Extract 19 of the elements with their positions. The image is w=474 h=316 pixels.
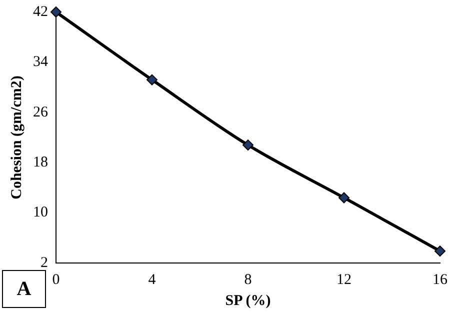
point: [146, 74, 158, 86]
x-tick-label: 16: [432, 272, 448, 288]
y-tick-label: 26: [33, 104, 48, 120]
y-tick-label: 2: [40, 254, 48, 271]
y-tick-label: 42: [33, 4, 48, 20]
y-tick-label: 18: [33, 154, 48, 171]
y-tick-label: 10: [33, 204, 48, 221]
point: [242, 140, 254, 151]
point: [50, 6, 62, 18]
point: [338, 192, 350, 204]
text: A: [2, 270, 46, 308]
x-tick-label: 4: [148, 272, 156, 288]
y-axis-title: Cohesion (gm/cm2): [8, 76, 25, 200]
x-axis-title: SP (%): [225, 292, 271, 309]
y-tick-label: 34: [33, 54, 48, 70]
x-tick-label: 8: [244, 272, 252, 288]
point: [434, 246, 446, 257]
x-tick-label: 0: [52, 272, 60, 288]
x-tick-label: 12: [336, 272, 352, 288]
